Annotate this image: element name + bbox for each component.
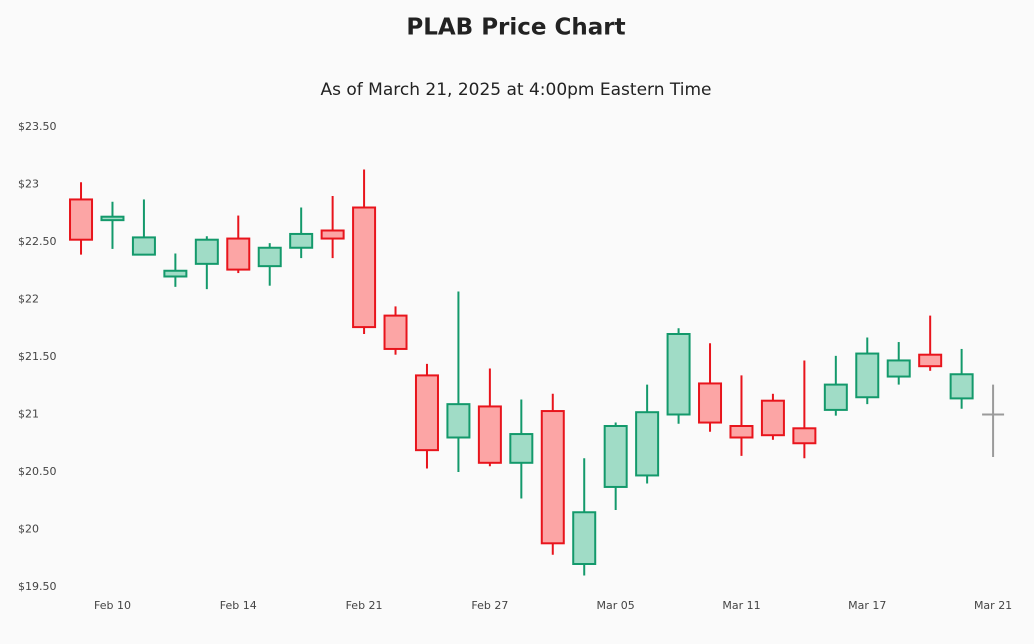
x-tick-label: Mar 05 <box>597 599 635 612</box>
y-tick-label: $20 <box>18 523 39 536</box>
candle-body <box>289 232 314 249</box>
y-tick-label: $22.50 <box>18 235 57 248</box>
chart-subtitle: As of March 21, 2025 at 4:00pm Eastern T… <box>320 80 711 100</box>
x-tick-label: Feb 10 <box>94 599 131 612</box>
x-tick-label: Mar 11 <box>722 599 760 612</box>
x-tick-label: Mar 21 <box>974 599 1012 612</box>
candle-body <box>257 246 282 268</box>
candle-body <box>352 206 377 329</box>
candle-body <box>509 433 534 464</box>
candle-body <box>100 215 125 222</box>
candle-body <box>949 373 974 400</box>
y-tick-label: $19.50 <box>18 580 57 593</box>
x-tick-label: Mar 17 <box>848 599 886 612</box>
candle-body <box>855 352 880 399</box>
candle-body <box>226 237 251 271</box>
candle-body <box>729 425 754 439</box>
y-tick-label: $20.50 <box>18 465 57 478</box>
candle-body <box>823 383 848 411</box>
candle-body <box>383 314 408 350</box>
y-tick-label: $21 <box>18 408 39 421</box>
candle-body <box>572 511 597 565</box>
y-tick-label: $23.50 <box>18 120 57 133</box>
candle-body <box>320 229 345 240</box>
candle-body <box>603 425 628 488</box>
candle-body <box>194 238 219 265</box>
x-tick-label: Feb 27 <box>471 599 508 612</box>
candle-body <box>131 236 156 256</box>
candle-body <box>477 405 502 464</box>
candle-body <box>414 374 439 452</box>
candle-body <box>760 399 785 437</box>
candle-body <box>635 411 660 477</box>
candle-body <box>792 427 817 445</box>
candle-body <box>446 403 471 439</box>
x-tick-label: Feb 21 <box>346 599 383 612</box>
candle-body <box>69 198 94 241</box>
candle-body <box>886 359 911 378</box>
candle-body <box>698 382 723 424</box>
x-tick-label: Feb 14 <box>220 599 257 612</box>
y-tick-label: $22 <box>18 293 39 306</box>
y-tick-label: $21.50 <box>18 350 57 363</box>
candle-body <box>918 353 943 368</box>
y-tick-label: $23 <box>18 178 39 191</box>
candle-body <box>163 269 188 278</box>
candle-body <box>666 333 691 416</box>
candle-body <box>540 410 565 545</box>
chart-title: PLAB Price Chart <box>406 15 625 41</box>
